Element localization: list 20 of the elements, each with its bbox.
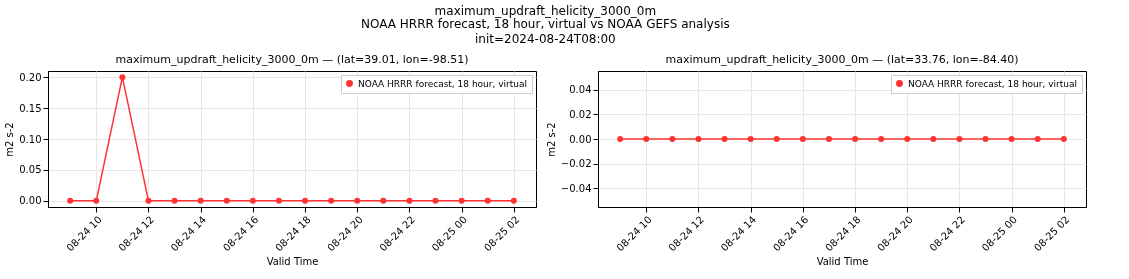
y-tick-label: 0.04 (569, 84, 592, 96)
chart-title: maximum_updraft_helicity_3000_0m — (lat=33.76, lon=-84.40) (665, 53, 1019, 66)
legend-label: NOAA HRRR forecast, 18 hour, virtual (908, 78, 1078, 89)
y-tick-label: 0.15 (19, 102, 42, 114)
x-axis-title: Valid Time (266, 256, 319, 268)
y-tick-label: 0.05 (19, 164, 42, 176)
y-axis-title: m2 s-2 (4, 122, 16, 157)
x-axis-title: Valid Time (816, 256, 869, 268)
y-tick-label: 0.20 (19, 71, 42, 83)
text: maximum_updraft_helicity_3000_0m (434, 3, 657, 18)
y-tick-label: −0.02 (560, 158, 592, 170)
text: init=2024-08-24T08:00 (475, 31, 616, 46)
chart-title: maximum_updraft_helicity_3000_0m — (lat=39.01, lon=-98.51) (115, 53, 469, 66)
legend-label: NOAA HRRR forecast, 18 hour, virtual (358, 78, 528, 89)
y-tick-label: 0.00 (569, 133, 592, 145)
y-tick-label: 0.02 (569, 108, 592, 120)
y-tick-label: 0.00 (19, 195, 42, 207)
y-tick-label: 0.10 (19, 133, 42, 145)
y-tick-label: −0.04 (560, 182, 592, 194)
y-axis-title: m2 s-2 (545, 122, 557, 157)
